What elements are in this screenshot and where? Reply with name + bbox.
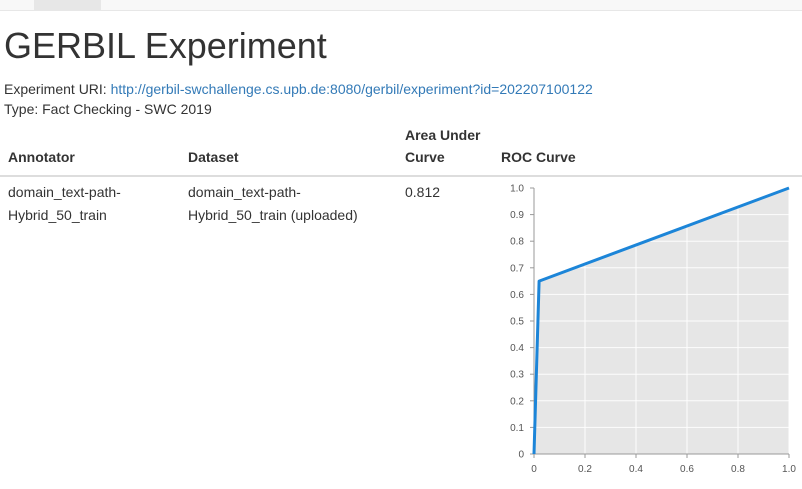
table-header-divider	[0, 175, 802, 177]
cell-dataset-line1: domain_text-path-	[188, 184, 301, 200]
header-auc-line2: Curve	[405, 149, 445, 165]
y-tick-label: 0.6	[510, 290, 524, 301]
y-tick-label: 0	[518, 450, 524, 461]
y-tick-label: 0.5	[510, 317, 524, 328]
nav-active-tab[interactable]	[34, 0, 101, 10]
page-title: GERBIL Experiment	[4, 25, 327, 66]
x-tick-label: 0.2	[578, 464, 592, 475]
header-dataset: Dataset	[188, 149, 239, 165]
cell-auc: 0.812	[405, 184, 441, 200]
x-tick-label: 0	[531, 464, 537, 475]
y-tick-label: 0.3	[510, 370, 524, 381]
y-tick-label: 0.1	[510, 423, 524, 434]
header-auc-line1: Area Under	[405, 127, 481, 143]
cell-annotator-line1: domain_text-path-	[8, 184, 121, 200]
experiment-uri-line: Experiment URI: http://gerbil-swchalleng…	[4, 79, 593, 99]
y-tick-label: 0.7	[510, 263, 524, 274]
experiment-uri-label: Experiment URI:	[4, 81, 107, 97]
x-tick-label: 0.8	[731, 464, 745, 475]
top-navbar	[0, 0, 802, 11]
y-tick-label: 1.0	[510, 184, 524, 195]
y-tick-label: 0.8	[510, 237, 524, 248]
x-tick-label: 1.0	[782, 464, 796, 475]
experiment-type: Type: Fact Checking - SWC 2019	[4, 101, 212, 117]
experiment-uri-link[interactable]: http://gerbil-swchallenge.cs.upb.de:8080…	[110, 81, 593, 97]
header-roc: ROC Curve	[501, 149, 576, 165]
cell-dataset-line2: Hybrid_50_train (uploaded)	[188, 207, 358, 223]
x-tick-label: 0.4	[629, 464, 643, 475]
y-tick-label: 0.4	[510, 343, 524, 354]
header-annotator: Annotator	[8, 149, 75, 165]
cell-annotator-line2: Hybrid_50_train	[8, 207, 107, 223]
x-tick-label: 0.6	[680, 464, 694, 475]
y-tick-label: 0.9	[510, 210, 524, 221]
y-tick-label: 0.2	[510, 396, 524, 407]
